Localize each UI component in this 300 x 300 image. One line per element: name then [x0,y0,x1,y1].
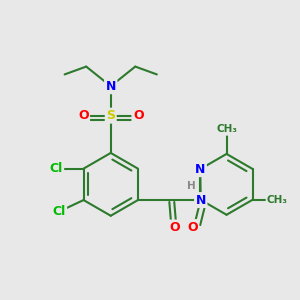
Text: O: O [133,109,143,122]
Text: Cl: Cl [52,205,66,218]
Text: N: N [195,163,206,176]
Text: N: N [196,194,206,207]
Text: O: O [169,221,180,234]
Text: H: H [187,181,195,191]
Text: O: O [78,109,88,122]
Text: CH₃: CH₃ [267,195,288,205]
Text: N: N [106,80,116,93]
Text: CH₃: CH₃ [216,124,237,134]
Text: Cl: Cl [50,162,63,175]
Text: O: O [187,220,198,233]
Text: S: S [106,109,115,122]
